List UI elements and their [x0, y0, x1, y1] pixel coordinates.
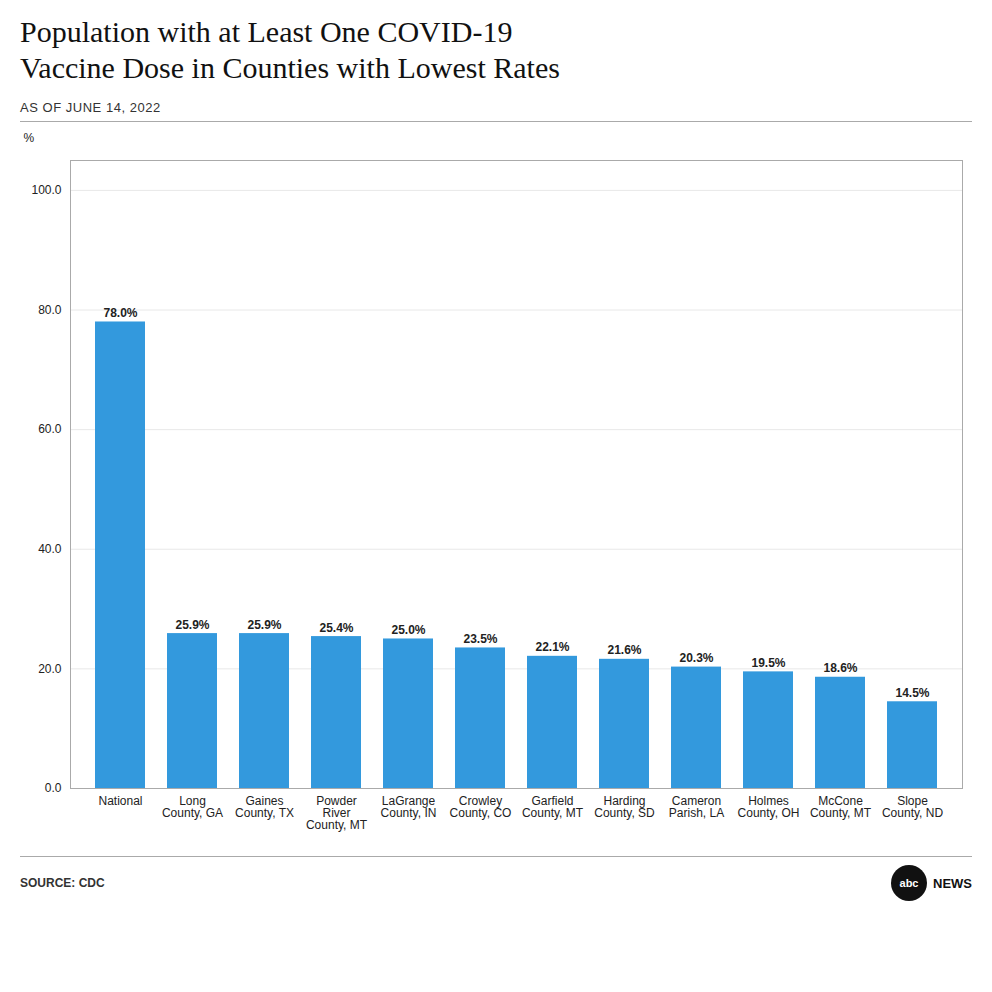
svg-text:19.5%: 19.5% — [751, 656, 785, 670]
svg-text:25.4%: 25.4% — [319, 621, 353, 635]
html-text:NEWS: NEWS — [933, 875, 972, 891]
svg-text:GarfieldCounty, MT: GarfieldCounty, MT — [522, 794, 584, 820]
svg-text:23.5%: 23.5% — [463, 632, 497, 646]
svg-text:PowderRiverCounty, MT: PowderRiverCounty, MT — [306, 794, 368, 832]
svg-text:21.6%: 21.6% — [607, 643, 641, 657]
html-text:Population with at Least One C: Population with at Least One COVID-19 Va… — [20, 15, 560, 84]
svg-text:CameronParish, LA: CameronParish, LA — [669, 794, 724, 820]
svg-text:14.5%: 14.5% — [895, 686, 929, 700]
svg-text:60.0: 60.0 — [38, 422, 62, 436]
svg-text:SlopeCounty, ND: SlopeCounty, ND — [882, 794, 943, 820]
svg-text:25.0%: 25.0% — [391, 623, 425, 637]
svg-text:National: National — [98, 794, 142, 808]
svg-text:25.9%: 25.9% — [247, 618, 281, 632]
html-text:SOURCE: CDC: SOURCE: CDC — [20, 876, 105, 890]
svg-text:25.9%: 25.9% — [175, 618, 209, 632]
svg-text:22.1%: 22.1% — [535, 640, 569, 654]
svg-text:18.6%: 18.6% — [823, 661, 857, 675]
svg-text:HolmesCounty, OH: HolmesCounty, OH — [738, 794, 800, 820]
svg-text:100.0: 100.0 — [31, 183, 61, 197]
svg-text:LongCounty, GA: LongCounty, GA — [162, 794, 223, 820]
svg-text:20.0: 20.0 — [38, 662, 62, 676]
svg-text:0.0: 0.0 — [45, 781, 62, 795]
svg-text:GainesCounty, TX: GainesCounty, TX — [235, 794, 294, 820]
svg-text:80.0: 80.0 — [38, 303, 62, 317]
svg-text:McConeCounty, MT: McConeCounty, MT — [810, 794, 872, 820]
svg-text:%: % — [24, 131, 35, 145]
html-text:AS OF JUNE 14, 2022: AS OF JUNE 14, 2022 — [20, 100, 161, 115]
svg-text:HardingCounty, SD: HardingCounty, SD — [594, 794, 655, 820]
svg-text:CrowleyCounty, CO: CrowleyCounty, CO — [450, 794, 512, 820]
html-text:abc: abc — [899, 877, 919, 889]
svg-text:LaGrangeCounty, IN: LaGrangeCounty, IN — [381, 794, 437, 820]
svg-text:78.0%: 78.0% — [103, 306, 137, 320]
svg-text:40.0: 40.0 — [38, 542, 62, 556]
svg-text:20.3%: 20.3% — [679, 651, 713, 665]
